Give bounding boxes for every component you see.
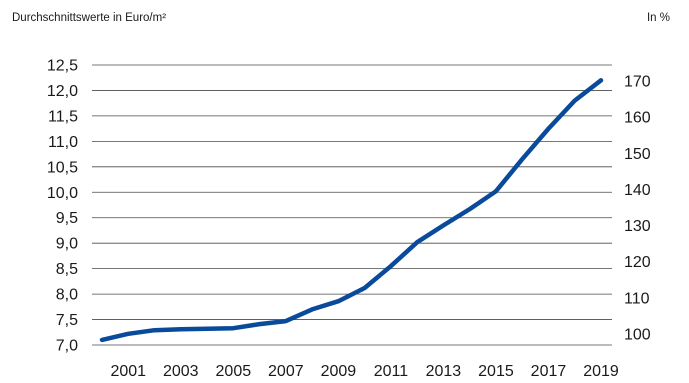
y-right-tick-label: 140 — [624, 182, 651, 199]
y-left-tick-label: 11,0 — [48, 134, 78, 151]
x-tick-label: 2009 — [321, 363, 357, 380]
x-tick-label: 2017 — [531, 363, 567, 380]
y-right-tick-label: 120 — [624, 254, 651, 271]
series-line — [99, 78, 604, 343]
y-right-tick-label: 160 — [624, 110, 651, 127]
y-left-tick-label: 10,0 — [47, 185, 78, 202]
x-tick-label: 2015 — [478, 363, 514, 380]
y-left-tick-label: 11,5 — [48, 108, 78, 125]
y-axis-right: 100 110 120 130 140 150 160 170 — [624, 74, 651, 344]
y-axis-left: 7,0 7,5 8,0 8,5 9,0 9,5 10,0 10,5 11,0 11,5 12,0 12… — [47, 58, 78, 355]
x-axis: 2001 2003 2005 2007 2009 2011 2013 2015 2017 2019 — [110, 363, 618, 380]
right-axis-title: In % — [647, 12, 670, 24]
y-left-tick-label: 12,5 — [47, 58, 78, 75]
gridlines — [92, 64, 612, 346]
y-left-tick-label: 7,0 — [56, 338, 78, 355]
y-left-tick-label: 10,5 — [47, 159, 78, 176]
x-tick-label: 2013 — [426, 363, 462, 380]
y-left-tick-label: 12,0 — [47, 83, 78, 100]
x-tick-label: 2019 — [583, 363, 619, 380]
y-left-tick-label: 9,0 — [56, 236, 78, 253]
y-right-tick-label: 170 — [624, 74, 651, 91]
left-axis-title: Durchschnittswerte in Euro/m² — [12, 12, 166, 24]
y-left-tick-label: 9,5 — [56, 210, 78, 227]
x-tick-label: 2003 — [163, 363, 199, 380]
y-left-tick-label: 8,5 — [56, 261, 78, 278]
y-left-tick-label: 8,0 — [56, 287, 78, 304]
x-tick-label: 2007 — [268, 363, 304, 380]
y-right-tick-label: 130 — [624, 218, 651, 235]
y-right-tick-label: 100 — [624, 327, 651, 344]
x-tick-label: 2011 — [374, 363, 409, 380]
y-right-tick-label: 110 — [624, 290, 650, 307]
y-right-tick-label: 150 — [624, 146, 651, 163]
x-tick-label: 2005 — [216, 363, 252, 380]
x-tick-label: 2001 — [110, 363, 146, 380]
series-group — [99, 78, 604, 343]
y-left-tick-label: 7,5 — [56, 312, 78, 329]
